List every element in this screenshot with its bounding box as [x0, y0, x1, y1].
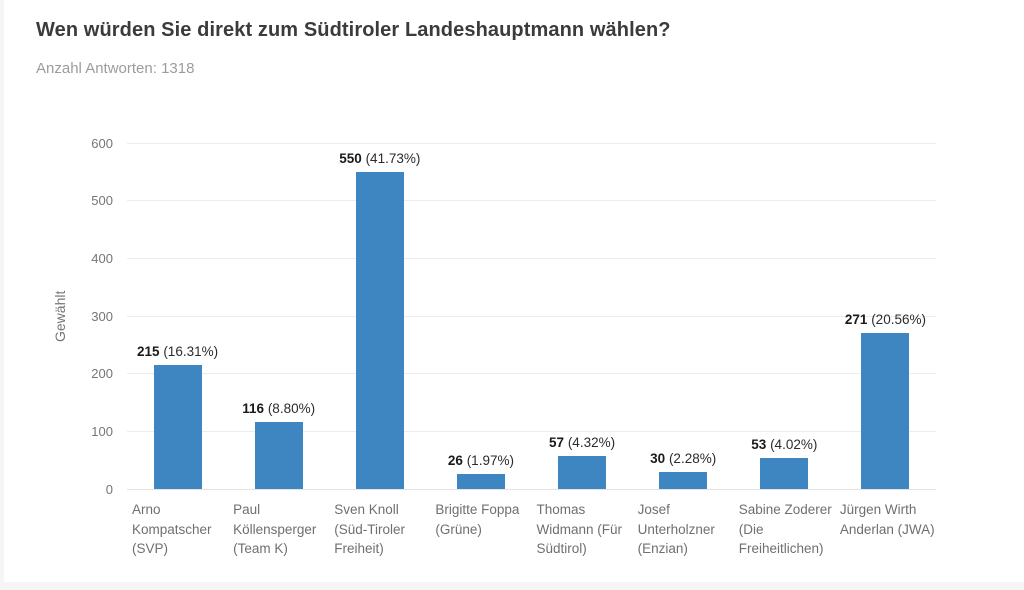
x-axis-label-5: Josef Unterholzner (Enzian): [637, 502, 715, 556]
bar-value-number: 53: [751, 437, 767, 453]
page-title: Wen würden Sie direkt zum Südtiroler Lan…: [36, 19, 671, 41]
bar-3: [456, 474, 505, 489]
bar-value-percent: (2.28%): [665, 450, 717, 466]
bar-value-percent: (16.31%): [159, 344, 219, 360]
gridline-200: [127, 373, 936, 375]
y-tick-label-200: 200: [91, 366, 113, 382]
plot-area: 0 100 200 300 400 500 600 215 (16.31%) Arno Komp…: [91, 136, 936, 556]
bar-value-number: 550: [339, 150, 362, 166]
bar-value-number: 30: [650, 450, 666, 466]
gridline-600: [127, 142, 936, 144]
y-tick-label-400: 400: [91, 250, 113, 266]
bar-1: [254, 422, 303, 489]
gridline-400: [127, 257, 936, 259]
gridline-0: [127, 488, 936, 490]
bar-value-percent: (4.32%): [564, 435, 616, 451]
bar-value-number: 26: [447, 453, 463, 469]
bar-value-label-2: 550 (41.73%): [305, 151, 455, 166]
bar-chart: Gewählt 0 100 200 300 400 500 600 215 (16.31%) A…: [4, 0, 1024, 582]
y-tick-label-0: 0: [105, 481, 113, 497]
bar-value-percent: (41.73%): [361, 150, 421, 166]
bar-value-label-1: 116 (8.80%): [204, 401, 354, 416]
y-tick-label-600: 600: [91, 135, 113, 151]
bar-value-label-5: 30 (2.28%): [608, 451, 758, 466]
y-tick-label-300: 300: [91, 308, 113, 324]
gridline-300: [127, 315, 936, 317]
bar-5: [659, 471, 708, 489]
bar-value-label-7: 271 (20.56%): [810, 312, 960, 327]
x-axis-label-1: Paul Köllensperger (Team K): [233, 502, 317, 556]
bar-value-percent: (4.02%): [766, 437, 818, 453]
answer-count: Anzahl Antworten: 1318: [36, 60, 195, 77]
bar-value-label-4: 57 (4.32%): [507, 435, 657, 450]
bar-0: [153, 365, 202, 489]
gridline-500: [127, 200, 936, 202]
bar-value-percent: (1.97%): [462, 453, 514, 469]
x-axis-label-0: Arno Kompatscher (SVP): [132, 502, 212, 556]
x-axis-label-4: Thomas Widmann (Für Südtirol): [536, 502, 623, 556]
x-axis-label-6: Sabine Zoderer (Die Freiheitlichen): [738, 502, 832, 556]
x-axis-label-3: Brigitte Foppa (Grüne): [435, 502, 520, 537]
bar-value-number: 57: [549, 435, 565, 451]
gridline-100: [127, 430, 936, 432]
bar-value-label-0: 215 (16.31%): [103, 344, 253, 359]
bar-value-number: 215: [137, 344, 160, 360]
bar-2: [355, 171, 404, 489]
bar-value-percent: (8.80%): [264, 401, 316, 417]
bar-value-number: 271: [844, 311, 868, 327]
bar-6: [760, 458, 809, 489]
bar-value-number: 116: [242, 401, 265, 417]
bar-4: [558, 456, 607, 489]
bar-value-label-6: 53 (4.02%): [709, 437, 859, 452]
x-axis-label-2: Sven Knoll (Süd-Tiroler Freiheit): [334, 502, 406, 556]
survey-results-card: Wen würden Sie direkt zum Südtiroler Lan…: [4, 0, 1024, 582]
bar-value-label-3: 26 (1.97%): [406, 453, 556, 468]
y-tick-label-500: 500: [91, 193, 113, 209]
x-axis-label-7: Jürgen Wirth Anderlan (JWA): [839, 502, 935, 537]
bar-7: [861, 332, 910, 489]
bar-value-percent: (20.56%): [867, 311, 926, 327]
y-tick-label-100: 100: [91, 423, 113, 439]
